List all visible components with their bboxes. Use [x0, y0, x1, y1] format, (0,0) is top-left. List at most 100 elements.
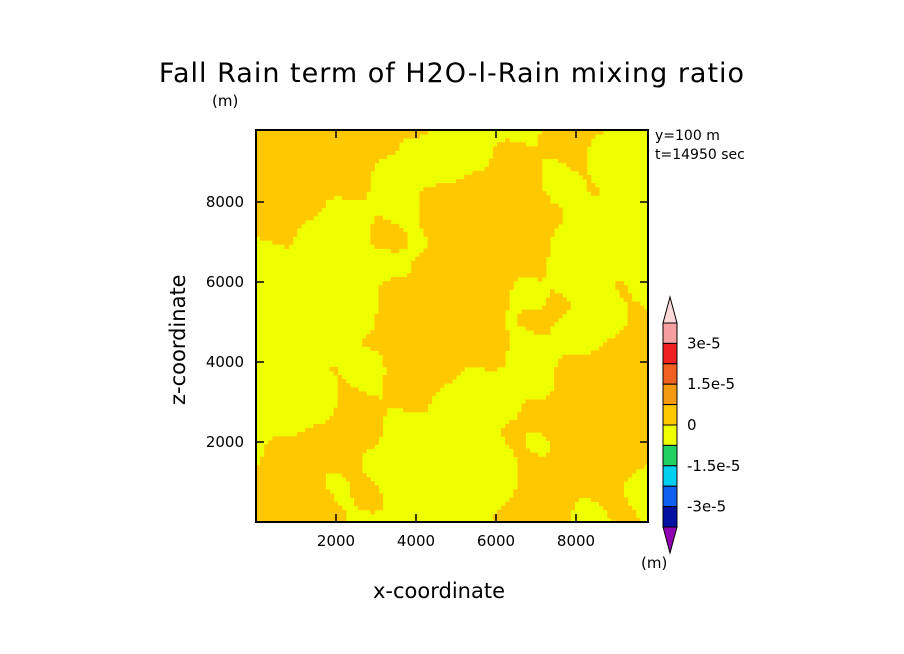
contour-cell: [517, 170, 522, 176]
contour-cell: [423, 219, 428, 225]
contour-cell: [578, 362, 584, 368]
contour-cell: [337, 379, 343, 384]
contour-cell: [321, 448, 326, 454]
contour-cell: [517, 432, 522, 437]
contour-cell: [288, 464, 294, 470]
contour-cell: [260, 130, 265, 135]
contour-cell: [300, 464, 306, 470]
contour-cell: [505, 293, 510, 298]
contour-cell: [349, 403, 355, 409]
contour-cell: [345, 191, 351, 196]
contour-cell: [574, 375, 580, 380]
contour-cell: [403, 313, 408, 319]
contour-cell: [635, 452, 641, 458]
contour-cell: [284, 489, 290, 494]
contour-cell: [321, 199, 326, 204]
contour-cell: [554, 219, 559, 225]
contour-cell: [533, 248, 539, 253]
contour-cell: [309, 497, 314, 503]
contour-cell: [378, 236, 384, 241]
contour-cell: [390, 301, 396, 307]
contour-cell: [615, 342, 620, 347]
contour-cell: [562, 513, 567, 519]
contour-cell: [517, 317, 522, 323]
contour-cell: [521, 432, 526, 437]
contour-cell: [505, 211, 510, 217]
contour-cell: [260, 236, 265, 241]
contour-cell: [603, 379, 608, 384]
contour-cell: [378, 313, 384, 319]
contour-cell: [603, 375, 608, 380]
contour-cell: [517, 501, 522, 507]
contour-cell: [333, 170, 339, 176]
contour-cell: [611, 468, 616, 474]
contour-cell: [280, 440, 286, 445]
contour-cell: [460, 334, 465, 339]
contour-cell: [586, 375, 592, 380]
contour-cell: [501, 350, 506, 356]
contour-cell: [635, 395, 641, 400]
contour-cell: [260, 174, 265, 180]
contour-cell: [386, 232, 392, 237]
contour-cell: [337, 138, 343, 143]
contour-cell: [562, 411, 567, 417]
contour-cell: [488, 223, 494, 229]
contour-cell: [256, 187, 261, 192]
contour-cell: [509, 244, 514, 249]
contour-cell: [464, 293, 469, 298]
contour-cell: [566, 379, 571, 384]
contour-cell: [264, 477, 269, 482]
contour-cell: [492, 162, 498, 168]
contour-cell: [337, 509, 343, 515]
contour-cell: [272, 464, 277, 470]
contour-cell: [558, 513, 563, 519]
contour-cell: [615, 395, 620, 400]
contour-cell: [509, 228, 514, 233]
contour-cell: [611, 509, 616, 515]
contour-cell: [309, 179, 314, 184]
contour-cell: [460, 281, 465, 286]
contour-cell: [435, 346, 441, 351]
contour-cell: [550, 130, 555, 135]
contour-cell: [386, 370, 392, 376]
contour-cell: [341, 436, 347, 441]
contour-cell: [603, 350, 608, 356]
contour-cell: [268, 134, 273, 139]
contour-cell: [533, 509, 539, 515]
contour-cell: [325, 146, 330, 151]
contour-cell: [284, 440, 290, 445]
contour-cell: [411, 134, 416, 139]
contour-cell: [292, 436, 298, 441]
contour-cell: [484, 187, 490, 192]
contour-cell: [533, 236, 539, 241]
contour-cell: [366, 424, 371, 429]
contour-cell: [611, 432, 616, 437]
contour-cell: [362, 142, 367, 147]
contour-cell: [639, 424, 645, 429]
contour-cell: [517, 228, 522, 233]
contour-cell: [623, 468, 629, 474]
contour-cell: [501, 191, 506, 196]
contour-cell: [513, 244, 518, 249]
contour-cell: [525, 158, 531, 164]
contour-cell: [337, 448, 343, 454]
contour-cell: [296, 456, 302, 462]
contour-cell: [427, 321, 433, 327]
contour-cell: [407, 338, 412, 343]
contour-cell: [639, 432, 645, 437]
contour-cell: [447, 289, 453, 294]
contour-cell: [394, 362, 400, 368]
contour-cell: [517, 215, 522, 221]
contour-cell: [419, 277, 424, 282]
contour-cell: [292, 191, 298, 196]
contour-cell: [378, 142, 384, 147]
contour-cell: [423, 260, 428, 266]
contour-cell: [496, 219, 502, 225]
contour-cell: [268, 150, 273, 155]
contour-cell: [615, 362, 620, 368]
contour-cell: [599, 432, 604, 437]
contour-cell: [394, 309, 400, 315]
contour-cell: [288, 203, 294, 209]
contour-cell: [435, 293, 441, 298]
contour-cell: [390, 342, 396, 347]
